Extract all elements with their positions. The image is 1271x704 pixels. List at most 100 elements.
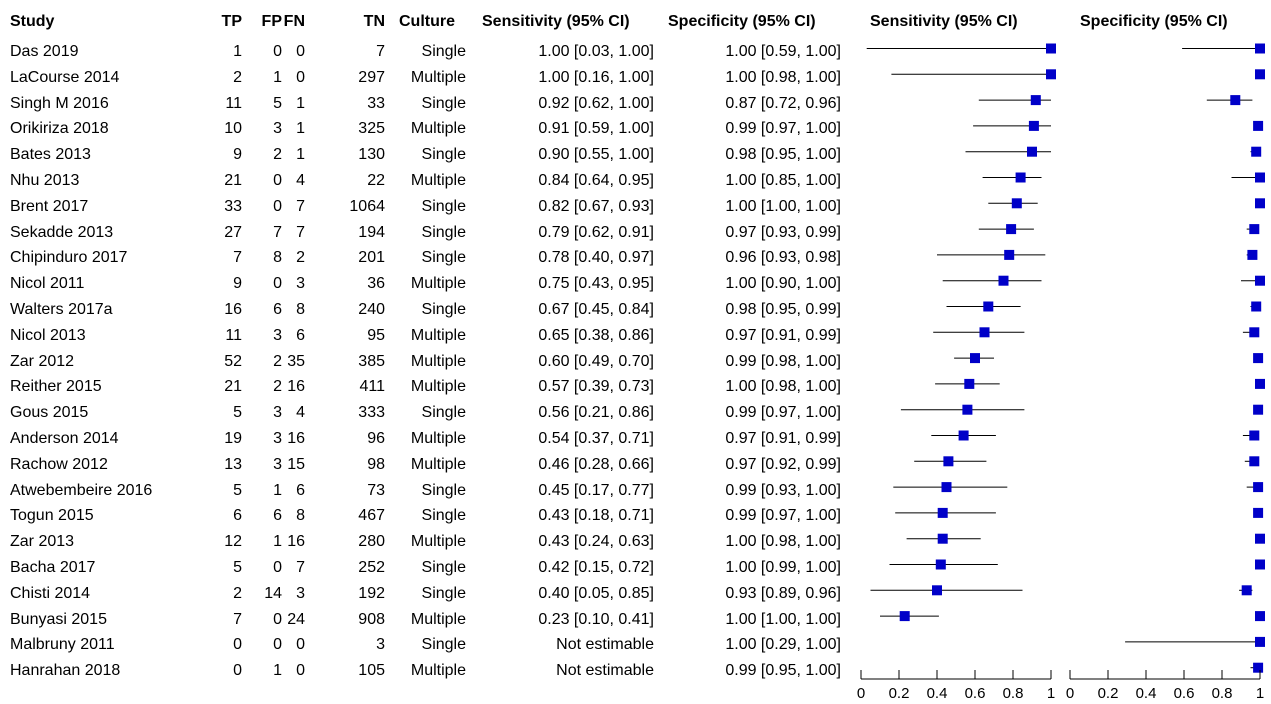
specificity-point-marker [1255,611,1265,622]
tn-value: 1064 [349,197,385,215]
header-study: Study [10,13,55,30]
tp-value: 2 [233,68,242,86]
sensitivity-point-marker [1004,249,1015,260]
fn-value: 4 [296,404,305,422]
header-specificity-ci: Specificity (95% CI) [668,13,816,30]
sensitivity-ci-value: 0.60 [0.49, 0.70] [538,352,654,370]
study-name: Rachow 2012 [10,455,108,473]
culture-value: Single [421,43,466,60]
tn-value: 192 [358,584,385,602]
study-name: Walters 2017a [10,301,113,318]
tp-value: 10 [224,120,242,138]
specificity-tick-label: 0.4 [1136,685,1157,702]
sensitivity-ci-value: 0.79 [0.62, 0.91] [538,223,654,241]
specificity-point-marker [1247,249,1258,260]
fp-value: 1 [273,481,282,499]
tp-value: 2 [233,584,242,602]
fp-value: 8 [273,249,282,267]
tn-value: 280 [358,533,385,551]
fp-value: 3 [273,120,282,138]
tn-value: 33 [367,94,385,112]
study-name: Orikiriza 2018 [10,120,109,138]
study-name: Nhu 2013 [10,172,80,189]
culture-value: Single [421,249,466,267]
tn-value: 73 [367,481,385,499]
fp-value: 0 [273,197,282,215]
sensitivity-tick-label: 1 [1047,685,1055,702]
header-tp: TP [221,13,242,30]
fn-value: 7 [296,223,305,241]
sensitivity-ci-value: 0.40 [0.05, 0.85] [538,584,654,602]
fp-value: 3 [273,430,282,447]
study-name: Bunyasi 2015 [10,610,107,628]
specificity-point-marker [1253,662,1264,673]
specificity-ci-value: 1.00 [0.59, 1.00] [725,43,841,60]
sensitivity-point-marker [899,611,910,622]
specificity-point-marker [1249,224,1260,235]
culture-value: Multiple [410,275,466,293]
tn-value: 98 [367,455,385,473]
fn-value: 6 [296,326,305,344]
fn-value: 3 [296,275,305,293]
sensitivity-point-marker [937,507,948,518]
fp-value: 7 [273,223,282,241]
culture-value: Multiple [410,326,466,344]
specificity-ci-value: 0.99 [0.97, 1.00] [725,404,841,422]
sensitivity-point-marker [932,585,942,596]
study-name: LaCourse 2014 [10,68,120,86]
study-name: Zar 2012 [10,352,75,370]
tn-value: 201 [358,249,385,267]
sensitivity-point-marker [1028,120,1039,131]
specificity-point-marker [1249,456,1260,467]
sensitivity-point-marker [935,559,946,570]
sensitivity-ci-value: 0.92 [0.62, 1.00] [538,94,654,112]
sensitivity-point-marker [1046,43,1056,54]
sensitivity-ci-value: 0.42 [0.15, 0.72] [538,559,654,576]
specificity-ci-value: 1.00 [0.85, 1.00] [725,172,841,189]
tn-value: 7 [376,43,385,60]
sensitivity-point-marker [937,533,948,544]
specificity-tick-label: 1 [1256,685,1264,702]
specificity-ci-value: 1.00 [1.00, 1.00] [725,197,841,215]
tp-value: 19 [224,430,242,447]
fp-value: 0 [273,610,282,628]
sensitivity-ci-value: 0.54 [0.37, 0.71] [538,430,654,447]
study-name: Bates 2013 [10,146,91,164]
tn-value: 325 [358,120,385,138]
specificity-tick-label: 0.6 [1174,685,1195,702]
sensitivity-point-marker [1030,95,1041,106]
specificity-ci-value: 0.97 [0.91, 0.99] [725,430,841,447]
sensitivity-ci-value: 0.46 [0.28, 0.66] [538,455,654,473]
fn-value: 7 [296,559,305,576]
sensitivity-point-marker [964,378,975,389]
fn-value: 16 [287,533,305,551]
fn-value: 4 [296,172,305,189]
culture-value: Multiple [410,68,466,86]
culture-value: Single [421,584,466,602]
tn-value: 240 [358,301,385,318]
sensitivity-tick-label: 0.4 [927,685,948,702]
specificity-ci-value: 0.97 [0.91, 0.99] [725,326,841,344]
specificity-ci-value: 1.00 [0.29, 1.00] [725,636,841,654]
tn-value: 95 [367,326,385,344]
sensitivity-ci-value: 0.43 [0.24, 0.63] [538,533,654,551]
tn-value: 36 [367,275,385,293]
sensitivity-point-marker [1027,146,1037,157]
tp-value: 7 [233,249,242,267]
study-name: Gous 2015 [10,404,89,422]
fp-value: 14 [264,584,282,602]
sensitivity-ci-value: 0.90 [0.55, 1.00] [538,146,654,164]
specificity-point-marker [1255,69,1265,80]
specificity-ci-value: 1.00 [0.90, 1.00] [725,275,841,293]
fp-value: 2 [273,146,282,164]
culture-value: Multiple [410,455,466,473]
specificity-point-marker [1253,482,1264,493]
fn-value: 1 [296,146,305,164]
fn-value: 16 [287,378,305,396]
specificity-point-marker [1255,275,1265,286]
tn-value: 385 [358,352,385,370]
specificity-ci-value: 0.97 [0.92, 0.99] [725,455,841,473]
tn-value: 194 [358,223,385,241]
fn-value: 35 [287,352,305,370]
